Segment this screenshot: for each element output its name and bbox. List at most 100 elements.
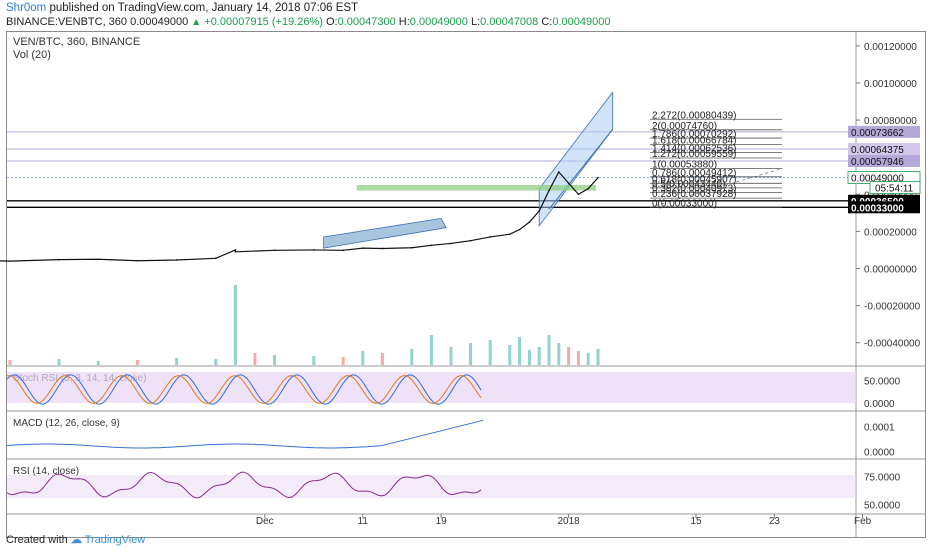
price-point [381,247,384,250]
fib-level-label: 0.618(0.00045907) [652,174,737,185]
price-point [58,258,60,261]
volume-bar [57,359,61,365]
price-label-text: 0.00073662 [851,128,904,139]
price-point [215,257,217,260]
footer: Created with ☁ TradingView [6,533,145,546]
volume-bar [341,357,345,365]
close-value: 0.00049000 [552,16,611,28]
volume-bar [410,349,414,365]
price-tick-label: 0.00080000 [864,116,917,127]
chart-title: VEN/BTC, 360, BINANCE [13,36,140,48]
price-tick-label: -0.00020000 [864,302,921,313]
time-tick-label: 15 [690,516,702,527]
channel-lower-line [548,129,614,210]
ascending-channel [538,91,614,228]
volume-bar [135,360,139,365]
author-link[interactable]: Shr0om [6,2,47,14]
price-point [430,244,433,247]
open-value: 0.00047300 [337,16,396,28]
low-label: L: [470,16,481,28]
publish-info: published on TradingView.com, January 14… [49,2,359,14]
indicator-tick-label: 0.0000 [864,447,895,458]
fib-level-label: 1.272(0.00059559) [652,149,737,160]
time-tick-label: Feb [854,516,872,527]
stoch-d-line [6,375,482,404]
publish-line: Shr0om published on TradingView.com, Jan… [6,2,358,14]
price-label-text: 0.00033000 [851,203,904,214]
price-label-box [848,201,920,214]
price-label-box [869,181,921,195]
time-tick-label: 23 [769,516,781,527]
time-tick-label: 11 [358,516,369,527]
price-label-box [848,125,920,138]
volume-bar [518,337,522,365]
price-point [9,260,11,262]
price-point [273,249,276,252]
price-point [450,242,452,245]
price-point [97,258,99,261]
volume-bar [596,349,600,365]
price-point [342,249,345,252]
price-change: +0.00007915 (+19.26%) [204,16,323,28]
symbol-label: BINANCE:VENBTC, 360 [6,16,128,28]
volume-bar [175,358,179,365]
indicator-tick-label: 75.0000 [864,472,901,483]
volume-bar [380,353,384,365]
price-point [577,193,580,196]
volume-bar [361,351,365,365]
fib-level-label: 0.236(0.00037928) [652,189,737,200]
tradingview-brand[interactable]: TradingView [84,534,146,546]
fib-level-label: 1(0.00053880) [652,160,717,171]
indicator-tick-label: 0.0000 [864,399,895,410]
support-zone [356,185,597,191]
volume-bar [8,360,12,365]
tradingview-logo-icon: ☁ [70,534,82,546]
price-point [558,171,560,173]
volume-bar [567,347,571,365]
price-point [518,228,521,231]
price-tick-label: 0.00020000 [864,227,917,238]
time-tick-label: 2018 [557,516,580,527]
volume-bar [253,353,257,365]
price-point [313,249,315,251]
price-point [136,259,139,262]
stoch-band [7,372,856,403]
price-label-box [848,143,920,156]
price-point [528,221,531,223]
macd-line [6,419,484,449]
price-label-text: 05:54:11 [875,184,914,195]
indicator-tick-label: 0.0001 [864,423,895,434]
indicator-tick-label: 50.0000 [864,500,901,511]
fib-level-label: 0(0.00033000) [652,198,717,209]
last-price: 0.00049000 [130,16,189,28]
price-tick-label: -0.00040000 [864,339,921,350]
rsi-line [6,471,482,499]
volume-bar [508,345,512,365]
volume-bar [429,335,433,365]
ohlc-line: BINANCE:VENBTC, 360 0.00049000 ▲ +0.0000… [6,16,610,28]
fib-level-label: 1.786(0.00070292) [652,129,737,140]
volume-bar [469,343,473,365]
volume-bar [214,359,218,365]
price-tick-label: 0.00120000 [864,42,917,53]
open-label: O: [325,16,338,28]
price-label-box [848,154,920,167]
price-point [567,182,570,184]
rsi-band [7,475,856,498]
price-point [489,236,492,238]
low-value: 0.00047008 [480,16,539,28]
price-point [175,259,178,261]
indicator-tick-label: 50.0000 [864,376,901,387]
volume-bar [557,343,561,365]
fib-level-label: 2.272(0.00080439) [652,110,737,121]
fib-trend-line [649,168,783,208]
high-label: H: [398,16,410,28]
time-tick-label: Dec [256,516,274,527]
close-label: C: [541,16,553,28]
indicator-title: RSI (14, close) [13,466,79,477]
stoch-k-line [6,374,482,405]
price-point [548,189,550,192]
chart-frame [6,31,926,538]
price-point [411,246,413,249]
